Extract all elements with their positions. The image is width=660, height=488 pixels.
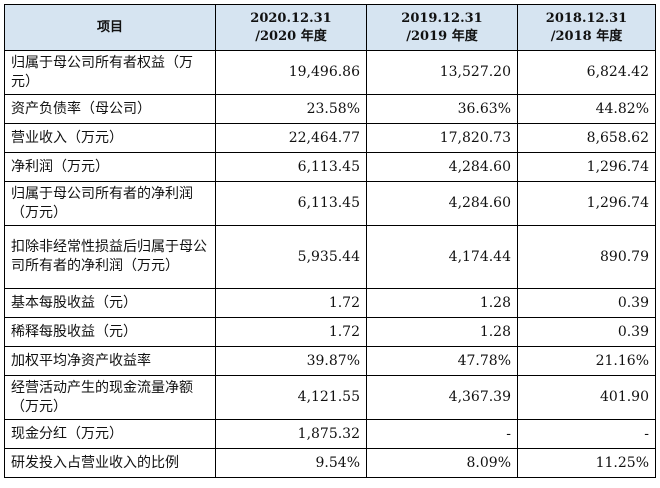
header-2020-date: 2020.12.31 bbox=[250, 10, 332, 26]
cell-2019: 4,367.39 bbox=[366, 375, 518, 420]
row-label: 经营活动产生的现金流量净额（万元） bbox=[4, 375, 216, 420]
table-row: 归属于母公司所有者的净利润（万元） 6,113.45 4,284.60 1,29… bbox=[4, 181, 656, 226]
cell-2019: - bbox=[366, 419, 518, 449]
header-2018-year: /2018 年度 bbox=[550, 28, 623, 44]
cell-2020: 22,464.77 bbox=[215, 123, 367, 153]
table-row: 资产负债率（母公司） 23.58% 36.63% 44.82% bbox=[4, 94, 656, 124]
cell-2020: 1.72 bbox=[215, 288, 367, 318]
table-row: 研发投入占营业收入的比例 9.54% 8.09% 11.25% bbox=[4, 448, 656, 478]
table-header-row: 项目 2020.12.31 /2020 年度 2019.12.31 /2019 … bbox=[4, 4, 656, 51]
cell-2018: 11.25% bbox=[517, 448, 656, 478]
table-row: 基本每股收益（元） 1.72 1.28 0.39 bbox=[4, 288, 656, 318]
table-row: 稀释每股收益（元） 1.72 1.28 0.39 bbox=[4, 317, 656, 347]
cell-2018: 0.39 bbox=[517, 288, 656, 318]
cell-2020: 5,935.44 bbox=[215, 225, 367, 289]
cell-2018: 1,296.74 bbox=[517, 152, 656, 182]
header-2018: 2018.12.31 /2018 年度 bbox=[517, 4, 656, 51]
header-2020-year: /2020 年度 bbox=[255, 28, 327, 44]
header-item: 项目 bbox=[4, 4, 216, 51]
row-label: 加权平均净资产收益率 bbox=[4, 346, 216, 376]
cell-2019: 1.28 bbox=[366, 317, 518, 347]
cell-2018: 8,658.62 bbox=[517, 123, 656, 153]
financial-data-table: 项目 2020.12.31 /2020 年度 2019.12.31 /2019 … bbox=[4, 4, 656, 478]
cell-2018: 0.39 bbox=[517, 317, 656, 347]
cell-2020: 19,496.86 bbox=[215, 50, 367, 95]
header-2019-year: /2019 年度 bbox=[406, 28, 478, 44]
table-row: 加权平均净资产收益率 39.87% 47.78% 21.16% bbox=[4, 346, 656, 376]
cell-2019: 17,820.73 bbox=[366, 123, 518, 153]
cell-2020: 1,875.32 bbox=[215, 419, 367, 449]
row-label: 扣除非经常性损益后归属于母公司所有者的净利润（万元） bbox=[4, 225, 216, 289]
row-label: 稀释每股收益（元） bbox=[4, 317, 216, 347]
cell-2020: 39.87% bbox=[215, 346, 367, 376]
row-label: 资产负债率（母公司） bbox=[4, 94, 216, 124]
row-label: 归属于母公司所有者权益（万元） bbox=[4, 50, 216, 95]
table-row: 扣除非经常性损益后归属于母公司所有者的净利润（万元） 5,935.44 4,17… bbox=[4, 225, 656, 289]
cell-2018: 21.16% bbox=[517, 346, 656, 376]
cell-2019: 47.78% bbox=[366, 346, 518, 376]
table-row: 现金分红（万元） 1,875.32 - - bbox=[4, 419, 656, 449]
row-label: 研发投入占营业收入的比例 bbox=[4, 448, 216, 478]
table-row: 经营活动产生的现金流量净额（万元） 4,121.55 4,367.39 401.… bbox=[4, 375, 656, 420]
row-label: 基本每股收益（元） bbox=[4, 288, 216, 318]
cell-2019: 4,174.44 bbox=[366, 225, 518, 289]
financial-data-table-container: 项目 2020.12.31 /2020 年度 2019.12.31 /2019 … bbox=[4, 4, 656, 483]
cell-2018: 44.82% bbox=[517, 94, 656, 124]
row-label: 现金分红（万元） bbox=[4, 419, 216, 449]
cell-2019: 13,527.20 bbox=[366, 50, 518, 95]
table-row: 归属于母公司所有者权益（万元） 19,496.86 13,527.20 6,82… bbox=[4, 50, 656, 95]
cell-2020: 6,113.45 bbox=[215, 152, 367, 182]
row-label: 营业收入（万元） bbox=[4, 123, 216, 153]
cell-2018: 401.90 bbox=[517, 375, 656, 420]
cell-2018: 6,824.42 bbox=[517, 50, 656, 95]
table-row: 营业收入（万元） 22,464.77 17,820.73 8,658.62 bbox=[4, 123, 656, 153]
cell-2020: 1.72 bbox=[215, 317, 367, 347]
cell-2018: 1,296.74 bbox=[517, 181, 656, 226]
cell-2019: 4,284.60 bbox=[366, 181, 518, 226]
cell-2019: 36.63% bbox=[366, 94, 518, 124]
cell-2020: 6,113.45 bbox=[215, 181, 367, 226]
cell-2019: 4,284.60 bbox=[366, 152, 518, 182]
header-2020: 2020.12.31 /2020 年度 bbox=[215, 4, 367, 51]
header-item-label: 项目 bbox=[96, 19, 123, 35]
table-row: 净利润（万元） 6,113.45 4,284.60 1,296.74 bbox=[4, 152, 656, 182]
row-label: 归属于母公司所有者的净利润（万元） bbox=[4, 181, 216, 226]
header-2019: 2019.12.31 /2019 年度 bbox=[366, 4, 518, 51]
header-2019-date: 2019.12.31 bbox=[401, 10, 483, 26]
row-label: 净利润（万元） bbox=[4, 152, 216, 182]
cell-2018: 890.79 bbox=[517, 225, 656, 289]
cell-2020: 23.58% bbox=[215, 94, 367, 124]
cell-2020: 4,121.55 bbox=[215, 375, 367, 420]
header-2018-date: 2018.12.31 bbox=[545, 10, 628, 26]
cell-2018: - bbox=[517, 419, 656, 449]
cell-2019: 8.09% bbox=[366, 448, 518, 478]
cell-2019: 1.28 bbox=[366, 288, 518, 318]
cell-2020: 9.54% bbox=[215, 448, 367, 478]
